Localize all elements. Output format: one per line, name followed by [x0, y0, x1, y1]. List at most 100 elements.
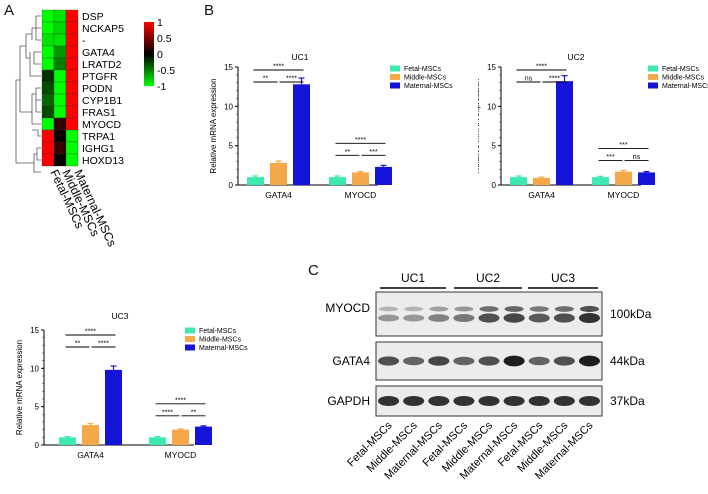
heatmap-cell: [41, 81, 55, 95]
heatmap-scale-tick: 0.5: [157, 33, 172, 45]
bar: [592, 177, 609, 185]
significance-label: ****: [536, 64, 547, 71]
heatmap-panel: DSPNCKAP5-GATA4LRATD2PTGFRPODNCYP1B1FRAS…: [15, 9, 175, 249]
y-tick-label: 5: [229, 142, 234, 151]
y-axis-label: Relative mRNA expression: [15, 340, 24, 435]
blot-band: [553, 356, 575, 366]
significance-label: ****: [85, 329, 96, 336]
y-tick-label: 10: [224, 102, 233, 111]
legend-label: Maternal-MSCs: [199, 345, 248, 352]
heatmap-cell: [41, 33, 55, 47]
heatmap-cell: [53, 45, 67, 59]
blot-band: [453, 356, 475, 366]
blot-band: [578, 312, 600, 324]
bar: [375, 166, 392, 185]
legend-swatch: [185, 327, 195, 334]
panel-letter-b: B: [204, 2, 215, 19]
y-tick-label: 15: [224, 63, 233, 72]
legend-swatch: [390, 82, 400, 89]
y-axis-label: Relative mRNA expression: [209, 78, 218, 173]
bar: [247, 177, 264, 185]
blot-band: [453, 314, 475, 322]
significance-label: ****: [162, 409, 173, 416]
y-tick-label: 0: [229, 181, 234, 190]
blot-band: [504, 306, 524, 312]
heatmap-cell: [41, 105, 55, 119]
significance-label: ****: [286, 76, 297, 83]
bar: [329, 177, 346, 185]
heatmap-cell: [53, 81, 67, 95]
y-tick-label: 5: [35, 403, 40, 412]
heatmap-scale-tick: 1: [157, 17, 163, 29]
heatmap-cell: [41, 129, 55, 143]
significance-label: ****: [98, 341, 109, 348]
legend-swatch: [185, 336, 195, 342]
heatmap-gene-label: NCKAP5: [82, 23, 124, 35]
legend-label: Middle-MSCs: [404, 75, 447, 82]
blot-band: [428, 356, 450, 366]
heatmap-cell: [65, 33, 79, 47]
y-tick-label: 0: [35, 441, 40, 450]
significance-label: ****: [549, 76, 560, 83]
heatmap-cell: [53, 105, 67, 119]
blot-band: [528, 356, 550, 366]
blot-protein-label: GAPDH: [327, 394, 370, 408]
bar: [59, 437, 76, 445]
bar: [105, 369, 122, 445]
blot-band: [554, 306, 574, 312]
blot-size-label: 100kDa: [610, 307, 652, 321]
blot-protein-label: GATA4: [332, 354, 370, 368]
blot-band: [403, 314, 425, 322]
heatmap-cell: [53, 33, 67, 47]
heatmap-cell: [41, 153, 55, 167]
bar: [172, 429, 189, 445]
blot-band: [453, 395, 475, 407]
heatmap-scale-tick: -1: [157, 81, 166, 93]
heatmap-cell: [53, 153, 67, 167]
blot-band: [478, 395, 500, 407]
x-tick-label: MYOCD: [345, 190, 377, 200]
heatmap-cell: [53, 57, 67, 71]
blot-band: [578, 355, 600, 367]
heatmap-cell: [53, 117, 67, 131]
legend-swatch: [185, 344, 195, 351]
blot-band: [578, 395, 600, 407]
y-tick-label: 0: [492, 181, 497, 190]
heatmap-cell: [53, 93, 67, 107]
heatmap-scale-tick: 0: [157, 49, 163, 61]
heatmap-cell: [53, 9, 67, 23]
bar: [533, 177, 550, 185]
x-tick-label: MYOCD: [165, 450, 197, 460]
significance-label: **: [75, 341, 81, 348]
heatmap-cell: [65, 117, 79, 131]
legend-label: Fetal-MSCs: [404, 66, 441, 73]
blot-group-label: UC3: [551, 271, 575, 285]
heatmap-gene-label: FRAS1: [82, 107, 116, 119]
bar: [82, 425, 99, 445]
blot-band: [428, 314, 450, 322]
blot-band: [403, 356, 425, 366]
heatmap-cell: [41, 69, 55, 83]
significance-label: **: [191, 409, 197, 416]
significance-label: ****: [175, 397, 186, 404]
blot-band: [553, 313, 575, 323]
bar-chart-uc3: UC3 0 5 10 15 Relative mRNA expression GATA4 **…: [15, 311, 248, 460]
heatmap-gene-label: PODN: [82, 83, 112, 95]
heatmap-gene-label: -: [82, 35, 86, 47]
legend-swatch: [648, 65, 658, 72]
legend-label: Fetal-MSCs: [199, 328, 236, 335]
bar: [149, 437, 166, 445]
bar: [293, 84, 310, 185]
blot-band: [428, 395, 450, 407]
blot-band: [528, 313, 550, 323]
y-axis-label: Relative mRNA expression: [478, 78, 481, 173]
blot-group-label: UC1: [401, 271, 425, 285]
heatmap-cell: [65, 141, 79, 155]
heatmap-cell: [65, 105, 79, 119]
blot-band: [478, 356, 500, 366]
blot-band: [429, 306, 449, 312]
significance-label: ***: [606, 154, 614, 161]
legend-label: Maternal-MSCs: [662, 83, 708, 90]
heatmap-cell: [65, 9, 79, 23]
heatmap-gene-label: MYOCD: [82, 119, 122, 131]
